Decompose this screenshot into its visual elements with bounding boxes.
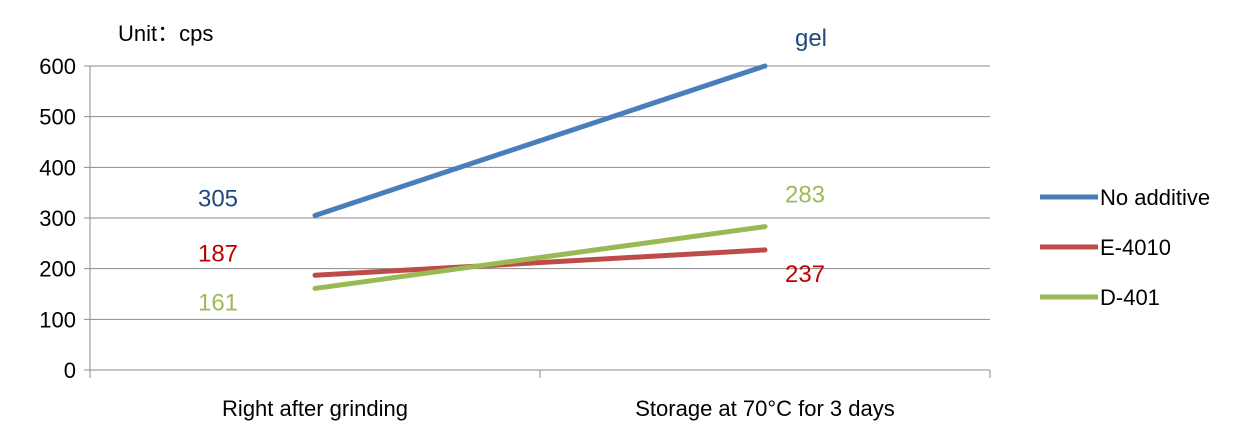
y-tick-label: 300: [39, 206, 76, 231]
y-tick-labels: 0 100 200 300 400 500 600: [39, 54, 76, 383]
y-tick-label: 100: [39, 307, 76, 332]
data-label: 161: [198, 289, 238, 316]
legend-label: No additive: [1100, 185, 1210, 210]
axes: [84, 65, 991, 378]
x-tick-labels: Right after grinding Storage at 70°C for …: [222, 396, 895, 421]
data-label: 187: [198, 240, 238, 267]
series-line-1: [312, 247, 768, 278]
data-labels: 305 gel 187 237 161 283: [198, 25, 827, 316]
legend-label: D-401: [1100, 285, 1160, 310]
x-tick-label: Storage at 70°C for 3 days: [635, 396, 895, 421]
data-label: 305: [198, 185, 238, 212]
y-tick-label: 200: [39, 257, 76, 282]
y-tick-label: 400: [39, 155, 76, 180]
series-line-0: [312, 63, 768, 218]
y-tick-label: 600: [39, 54, 76, 79]
series-lines: [312, 63, 768, 291]
series-line-2: [312, 224, 768, 291]
x-tick-label: Right after grinding: [222, 396, 408, 421]
data-label: gel: [795, 25, 827, 52]
y-tick-label: 0: [64, 358, 76, 383]
legend: No additive E-4010 D-401: [1040, 185, 1210, 310]
y-tick-label: 500: [39, 105, 76, 130]
grid-lines: [90, 65, 990, 320]
legend-label: E-4010: [1100, 235, 1171, 260]
data-label: 283: [785, 182, 825, 209]
data-label: 237: [785, 261, 825, 288]
unit-label: Unit：cps: [118, 21, 213, 46]
